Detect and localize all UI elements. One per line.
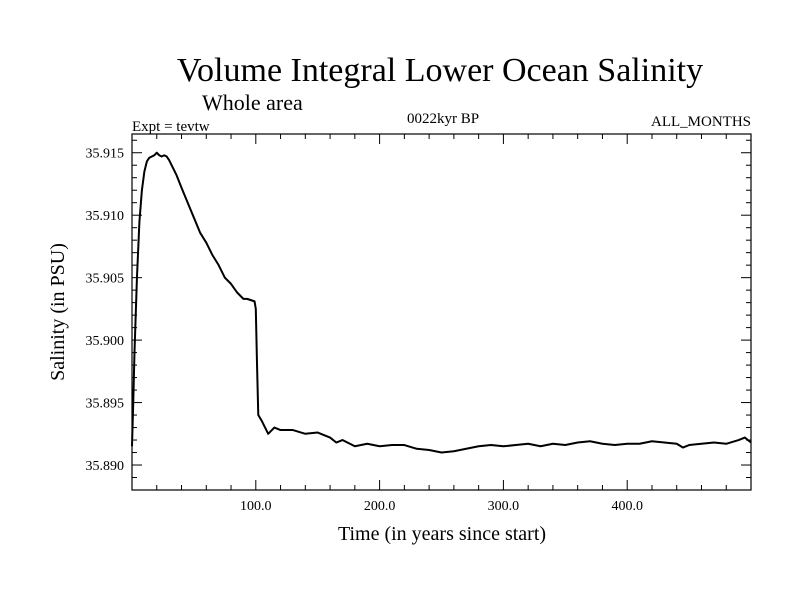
x-tick-label: 400.0 xyxy=(611,499,643,514)
period-label: 0022kyr BP xyxy=(407,111,479,127)
y-tick-label: 35.905 xyxy=(86,272,125,287)
y-tick-label: 35.910 xyxy=(86,209,125,224)
x-axis-label: Time (in years since start) xyxy=(338,523,546,545)
y-tick-label: 35.915 xyxy=(86,147,125,162)
y-tick-labels: 35.890 35.895 35.900 35.905 35.910 35.915 xyxy=(86,147,125,474)
y-tick-label: 35.900 xyxy=(86,334,125,349)
salinity-line xyxy=(131,151,752,454)
expt-label: Expt = tevtw xyxy=(132,119,210,135)
chart-subtitle: Whole area xyxy=(202,90,303,115)
months-label: ALL_MONTHS xyxy=(651,114,751,130)
x-tick-label: 100.0 xyxy=(240,499,272,514)
axis-ticks xyxy=(132,134,751,490)
plot-frame xyxy=(131,133,752,491)
x-tick-labels: 100.0 200.0 300.0 400.0 xyxy=(240,499,643,514)
y-axis-label: Salinity (in PSU) xyxy=(47,243,69,381)
y-tick-label: 35.890 xyxy=(86,459,125,474)
x-tick-label: 300.0 xyxy=(488,499,520,514)
x-tick-label: 200.0 xyxy=(364,499,396,514)
chart-title: Volume Integral Lower Ocean Salinity xyxy=(177,52,703,89)
y-tick-label: 35.895 xyxy=(86,397,125,412)
